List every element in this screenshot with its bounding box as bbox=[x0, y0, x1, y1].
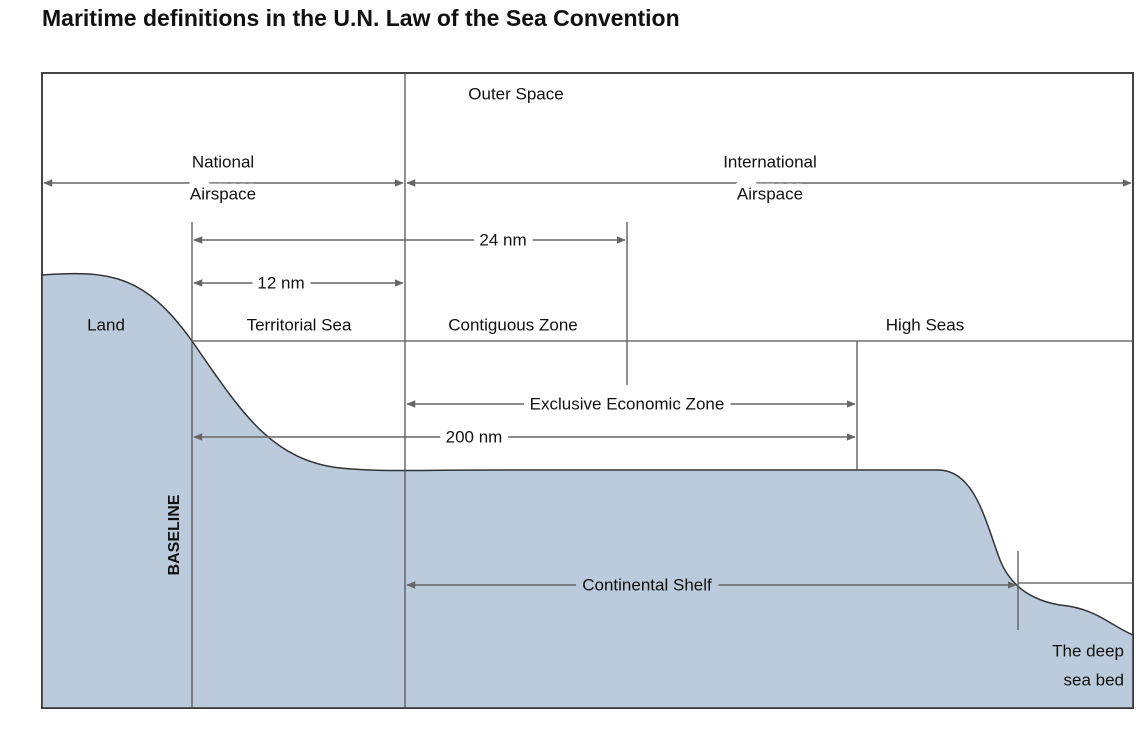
diagram: Maritime definitions in the U.N. Law of … bbox=[0, 0, 1145, 746]
territorial-sea-label: Territorial Sea bbox=[247, 315, 352, 334]
baseline-label: BASELINE bbox=[166, 494, 183, 575]
national-airspace-label: Airspace bbox=[190, 184, 256, 203]
international-airspace-label: International bbox=[723, 152, 817, 171]
eez-label: Exclusive Economic Zone bbox=[530, 394, 725, 413]
continental-shelf-label: Continental Shelf bbox=[582, 575, 712, 594]
title: Maritime definitions in the U.N. Law of … bbox=[42, 5, 680, 31]
land-label: Land bbox=[87, 315, 125, 334]
deep-sea-bed-label: The deep bbox=[1052, 641, 1124, 660]
nm200-label: 200 nm bbox=[446, 427, 503, 446]
international-airspace-label: Airspace bbox=[737, 184, 803, 203]
national-airspace-label: National bbox=[192, 152, 254, 171]
contiguous-zone-label: Contiguous Zone bbox=[448, 315, 577, 334]
nm24-label: 24 nm bbox=[479, 230, 526, 249]
high-seas-label: High Seas bbox=[886, 315, 964, 334]
page: Maritime definitions in the U.N. Law of … bbox=[0, 0, 1145, 746]
deep-sea-bed-label: sea bed bbox=[1064, 670, 1125, 689]
outer-space-label: Outer Space bbox=[468, 84, 563, 103]
nm12-label: 12 nm bbox=[257, 273, 304, 292]
